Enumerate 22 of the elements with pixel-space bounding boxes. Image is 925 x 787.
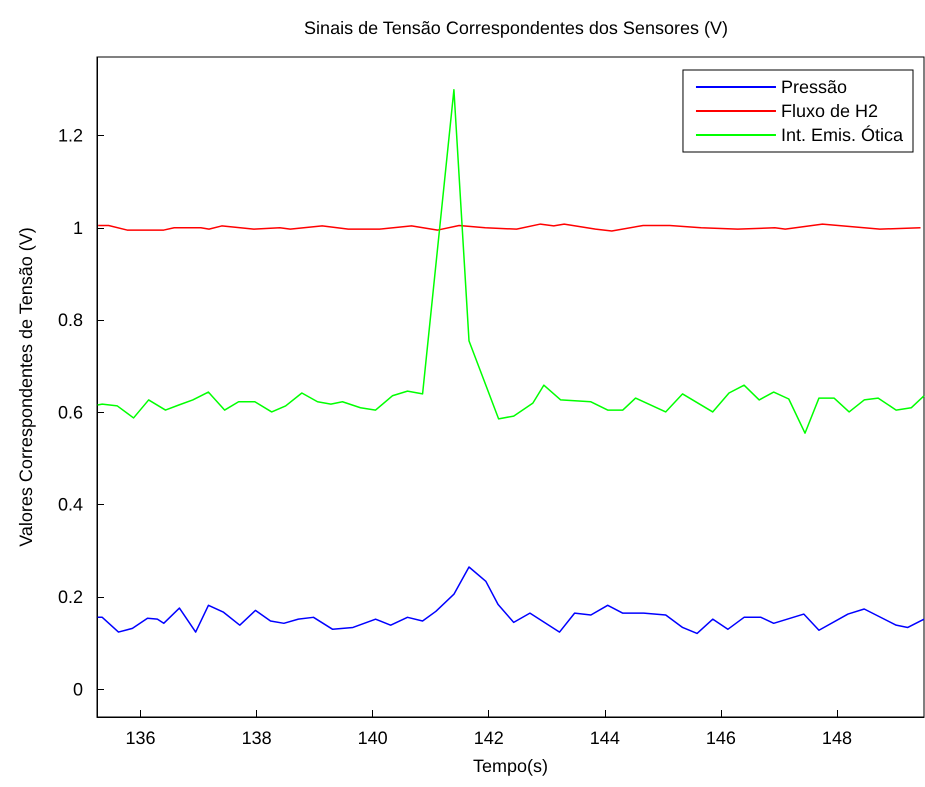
x-tick-label: 138	[242, 728, 272, 748]
y-tick-label: 0.2	[58, 587, 83, 607]
y-tick-label: 0	[72, 679, 83, 700]
y-tick-label: 0.4	[58, 494, 83, 515]
legend-label: Pressão	[780, 77, 848, 97]
line-series	[97, 223, 922, 232]
y-tick-label: 1	[72, 218, 83, 238]
x-tick-label: 142	[474, 728, 504, 748]
y-tick-label: 1.2	[58, 125, 83, 146]
x-tick-label: 140	[358, 728, 388, 748]
x-axis-title: Tempo(s)	[472, 756, 548, 776]
y-axis-title: Valores Correspondentes de Tensão (V)	[16, 227, 36, 547]
legend-label: Fluxo de H2	[780, 101, 878, 121]
legend-label: Int. Emis. Ótica	[780, 125, 904, 145]
x-tick-label: 144	[590, 728, 620, 748]
x-tick-label: 148	[822, 728, 852, 748]
y-tick-label: 0.6	[58, 402, 83, 422]
x-tick-label: 136	[126, 728, 156, 748]
x-tick-label: 146	[706, 728, 736, 748]
y-tick-label: 0.8	[58, 310, 83, 330]
chart-title: Sinais de Tensão Correspondentes dos Sensores (V)	[304, 18, 728, 38]
line-series	[96, 566, 925, 634]
